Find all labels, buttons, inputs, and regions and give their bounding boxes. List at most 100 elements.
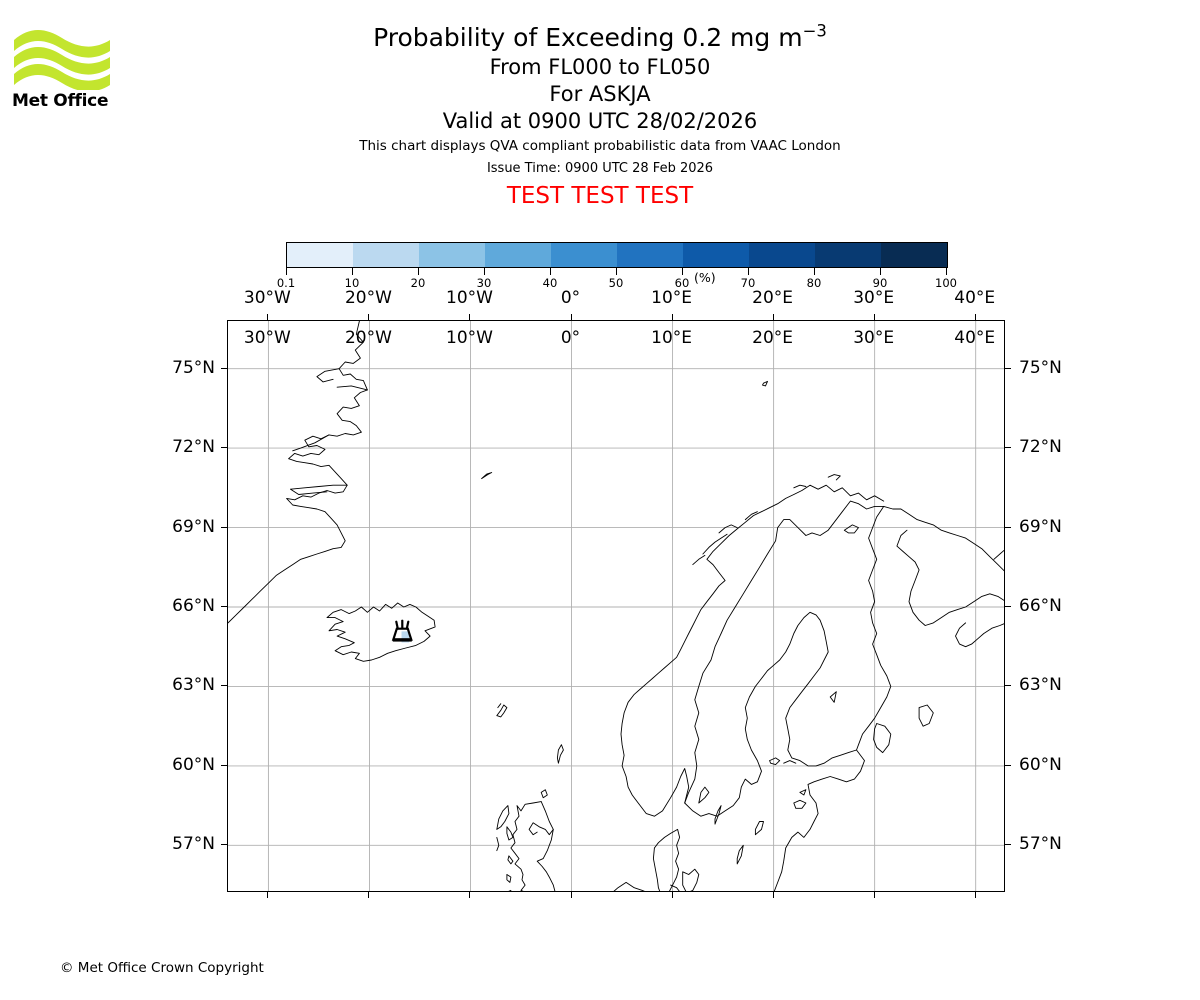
lon-tickmark-bottom bbox=[873, 892, 875, 898]
lat-tick-label-right: 66°N bbox=[1019, 596, 1062, 616]
lat-tick-label-right: 63°N bbox=[1019, 675, 1062, 696]
lon-tick-label-top: 0° bbox=[560, 288, 581, 308]
colorbar-band-1 bbox=[353, 243, 419, 267]
lon-tick-label-bottom: 30°W bbox=[243, 328, 291, 348]
coastline-path bbox=[620, 484, 885, 817]
lat-tickmark-right bbox=[1005, 526, 1011, 528]
lon-tick-label-top: 20°E bbox=[752, 288, 794, 308]
coastline-path bbox=[684, 611, 865, 891]
lon-tickmark-bottom bbox=[570, 892, 572, 898]
page-title-text: Probability of Exceeding 0.2 mg m bbox=[373, 23, 803, 52]
coastline-path bbox=[507, 855, 514, 865]
met-office-logo: Met Office bbox=[12, 24, 112, 112]
lat-tick-label-right: 57°N bbox=[1019, 834, 1062, 855]
coastline-path bbox=[754, 821, 764, 836]
colorbar-tick-label: 90 bbox=[872, 276, 888, 290]
coastline-path bbox=[783, 760, 797, 764]
coastline-path bbox=[228, 321, 368, 624]
lon-tick-label-bottom: 0° bbox=[560, 328, 581, 348]
logo-wave bbox=[14, 47, 110, 75]
valid-time: Valid at 0900 UTC 28/02/2026 bbox=[442, 109, 758, 133]
coastline-path bbox=[843, 524, 859, 534]
coastline-path bbox=[613, 881, 645, 891]
qva-note: This chart displays QVA compliant probab… bbox=[359, 138, 841, 154]
coastline-path bbox=[290, 488, 328, 495]
colorbar-band-0 bbox=[287, 243, 353, 267]
colorbar-tick bbox=[616, 268, 617, 275]
colorbar-tick bbox=[946, 268, 947, 275]
coastline-path bbox=[496, 704, 508, 718]
colorbar-tick-label: 30 bbox=[476, 276, 492, 290]
lat-tickmark-right bbox=[1005, 685, 1011, 687]
lat-tickmark-right bbox=[1005, 367, 1011, 369]
lon-tickmark-top bbox=[469, 314, 471, 320]
lon-tick-label-bottom: 10°W bbox=[446, 328, 493, 348]
lon-tick-label-bottom: 40°E bbox=[954, 328, 996, 348]
volcano-name-line: For ASKJA bbox=[549, 82, 651, 106]
coastline-path bbox=[827, 474, 841, 481]
colorbar-tick-label: 50 bbox=[608, 276, 624, 290]
lon-tick-label-top: 30°W bbox=[243, 288, 291, 308]
lat-tick-label-left: 57°N bbox=[172, 834, 215, 855]
lat-tickmark-left bbox=[221, 526, 227, 528]
coastline-path bbox=[506, 874, 512, 883]
coastline-path bbox=[670, 884, 680, 891]
lat-tick-label-left: 66°N bbox=[172, 596, 215, 616]
colorbar-tick-labels: 0.1 10 20 30 40 50 60 70 80 90 100 bbox=[277, 276, 957, 292]
lat-tickmark-left bbox=[221, 685, 227, 687]
lat-tickmark-left bbox=[221, 844, 227, 846]
colorbar-tick-label: 70 bbox=[740, 276, 756, 290]
page-title-exponent: −3 bbox=[802, 21, 827, 41]
lon-tick-label-bottom: 30°E bbox=[853, 328, 895, 348]
volcano-base-icon bbox=[392, 638, 412, 642]
coastline-path bbox=[918, 704, 934, 727]
chart-title-block: Probability of Exceeding 0.2 mg m−3 From… bbox=[0, 22, 1200, 211]
logo-wave bbox=[14, 64, 110, 90]
coastline-path bbox=[556, 744, 564, 764]
coastline-path bbox=[326, 602, 436, 662]
lat-tick-label-right: 69°N bbox=[1019, 516, 1062, 537]
colorbar-band-3 bbox=[485, 243, 551, 267]
coastline-path bbox=[508, 889, 512, 891]
colorbar-tick-label: 0.1 bbox=[276, 276, 296, 290]
coastline-path bbox=[702, 533, 728, 555]
colorbar-band-7 bbox=[749, 243, 815, 267]
coastline-path bbox=[762, 380, 768, 387]
lon-tick-label-bottom: 20°W bbox=[344, 328, 392, 348]
lon-tickmark-top bbox=[772, 314, 774, 320]
colorbar-band-5 bbox=[617, 243, 683, 267]
lon-tickmark-top bbox=[974, 314, 976, 320]
colorbar-tick bbox=[682, 268, 683, 275]
colorbar-unit-label: (%) bbox=[694, 270, 716, 285]
lat-tick-label-left: 60°N bbox=[172, 754, 215, 775]
lat-tickmark-right bbox=[1005, 447, 1011, 449]
colorbar-band-4 bbox=[551, 243, 617, 267]
lat-tick-label-right: 72°N bbox=[1019, 437, 1062, 458]
flight-level-range: From FL000 to FL050 bbox=[489, 55, 711, 79]
lon-tickmark-top bbox=[570, 314, 572, 320]
coastline-path bbox=[883, 505, 1004, 572]
coastline-path bbox=[290, 484, 348, 490]
coastline-path bbox=[481, 472, 493, 480]
lat-tick-label-left: 63°N bbox=[172, 675, 215, 696]
coastline-path bbox=[799, 789, 807, 796]
coastline-path bbox=[856, 505, 892, 751]
page-title: Probability of Exceeding 0.2 mg m−3 bbox=[0, 22, 1200, 54]
lat-tick-label-left: 72°N bbox=[172, 437, 215, 458]
ash-probability-cell bbox=[401, 631, 410, 643]
lon-tickmark-bottom bbox=[368, 892, 370, 898]
colorbar-band-9 bbox=[881, 243, 947, 267]
lon-tick-label-top: 30°E bbox=[853, 288, 895, 308]
colorbar-tick-label: 20 bbox=[410, 276, 426, 290]
colorbar-tick bbox=[484, 268, 485, 275]
coastline-path bbox=[769, 757, 781, 766]
colorbar-gradient bbox=[286, 242, 948, 268]
coastline-path bbox=[736, 844, 744, 865]
coastline-path bbox=[496, 836, 500, 852]
lat-tick-label-right: 75°N bbox=[1019, 357, 1062, 378]
lat-tickmark-left bbox=[221, 447, 227, 449]
coastline-path bbox=[873, 723, 892, 754]
coastline-path bbox=[336, 385, 368, 391]
coastline-path bbox=[993, 549, 1004, 560]
coastline-path bbox=[536, 828, 556, 891]
